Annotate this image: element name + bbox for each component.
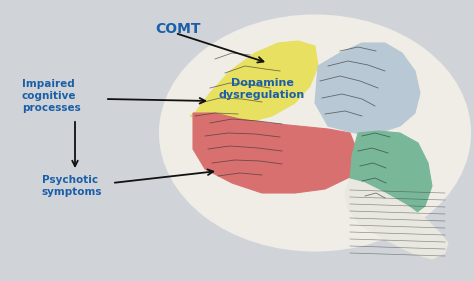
Polygon shape xyxy=(315,43,420,133)
Ellipse shape xyxy=(160,15,470,250)
Text: Dopamine
dysregulation: Dopamine dysregulation xyxy=(219,78,305,100)
Polygon shape xyxy=(345,179,448,259)
Text: Impaired
cognitive
processes: Impaired cognitive processes xyxy=(22,80,81,113)
Text: COMT: COMT xyxy=(155,22,201,36)
Polygon shape xyxy=(190,41,318,123)
Polygon shape xyxy=(350,131,432,219)
Text: Psychotic
symptoms: Psychotic symptoms xyxy=(42,175,102,197)
Polygon shape xyxy=(193,113,358,193)
